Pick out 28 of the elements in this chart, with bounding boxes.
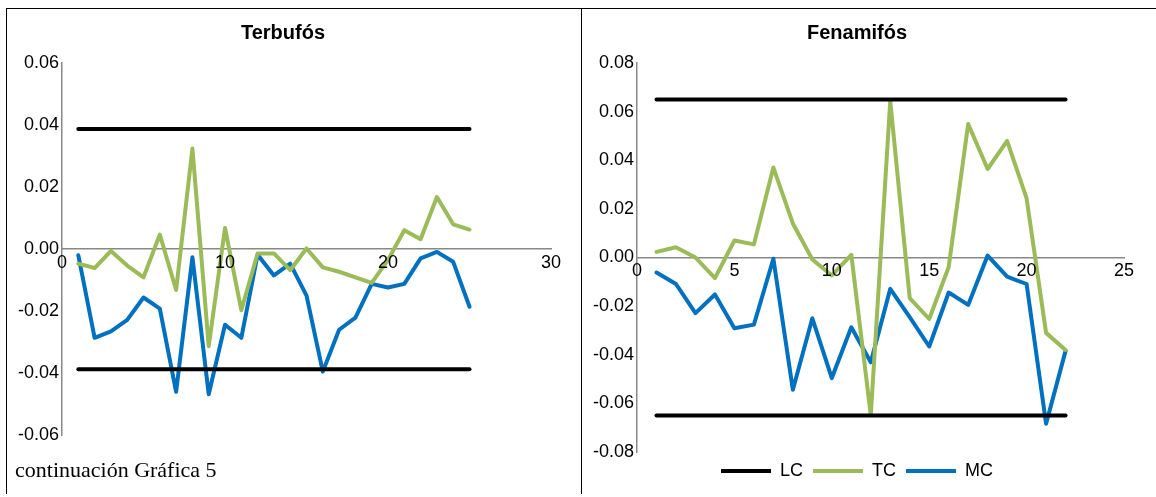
y-tick-label: 0.02 [23,176,60,197]
y-tick-label: 0.04 [598,149,635,170]
y-tick-label: -0.04 [593,343,635,364]
legend-label: TC [872,459,897,480]
chart-title: Fenamifós [806,20,908,43]
y-tick-label: 0.06 [23,51,60,72]
x-tick-label: 10 [821,260,842,281]
y-tick-label: -0.06 [593,392,635,413]
y-tick-label: 0.04 [23,114,60,134]
legend-label: LC [780,459,804,480]
y-tick-label: -0.02 [18,300,60,321]
chart-title: Terbufós [240,20,326,43]
text: continuación Gráfica 5 [15,457,218,483]
x-tick-label: 5 [729,260,740,281]
x-tick-label: 0 [57,251,68,272]
y-tick-label: 0.08 [598,51,635,72]
y-tick-label: -0.06 [18,424,60,445]
y-tick-label: 0.02 [598,197,635,218]
y-tick-label: -0.04 [18,362,60,383]
legend-label: MC [965,459,994,480]
y-tick-label: 0.06 [598,100,635,121]
x-tick-label: 20 [1016,260,1037,281]
x-tick-label: 15 [919,260,940,281]
x-tick-label: 30 [540,251,562,272]
x-tick-label: 25 [1113,260,1135,281]
y-tick-label: -0.02 [593,295,635,316]
y-tick-label: -0.08 [593,440,635,461]
x-tick-label: 0 [632,260,643,281]
